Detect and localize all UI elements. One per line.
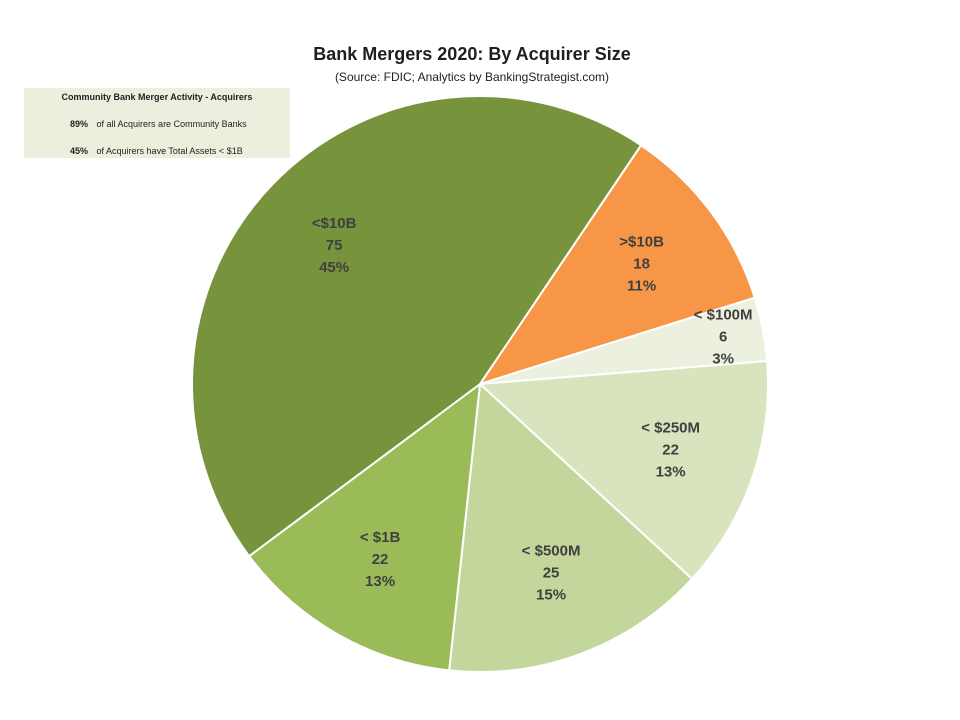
slice-percent-label: 15% xyxy=(536,587,566,604)
slice-value-label: 18 xyxy=(633,255,650,272)
info-box-line-community: 89% of all Acquirers are Community Banks xyxy=(70,119,336,129)
info-box-community-text: of all Acquirers are Community Banks xyxy=(96,119,247,129)
pie-slice-label: < $500M 25 15% xyxy=(522,543,581,604)
chart-subtitle: (Source: FDIC; Analytics by BankingStrat… xyxy=(334,70,610,84)
slice-category-label: < $1B xyxy=(360,529,401,546)
info-box-community-pct: 89% xyxy=(70,119,89,129)
info-box-line-assets: 45% of Acquirers have Total Assets < $1B xyxy=(70,146,336,156)
slice-percent-label: 11% xyxy=(627,277,656,294)
pie-slice-10b xyxy=(477,143,757,386)
pie-slice-label: >$10B 18 11% xyxy=(619,233,664,294)
info-box-assets-pct: 45% xyxy=(70,146,89,156)
pie-slice-10b xyxy=(191,95,643,558)
slice-percent-label: 45% xyxy=(319,259,349,276)
slice-value-label: 25 xyxy=(543,565,560,582)
slice-percent-label: 13% xyxy=(656,464,686,481)
pie-slice-label: < $250M 22 13% xyxy=(641,420,700,481)
chart-title: Bank Mergers 2020: By Acquirer Size xyxy=(313,44,631,64)
pie-slice-label: < $1B 22 13% xyxy=(360,529,401,590)
slice-category-label: < $100M xyxy=(694,307,753,324)
slice-category-label: <$10B xyxy=(312,215,357,232)
slice-value-label: 6 xyxy=(719,329,727,346)
info-box: Community Bank Merger Activity - Acquire… xyxy=(24,88,290,158)
slice-value-label: 75 xyxy=(326,237,343,254)
slice-category-label: < $500M xyxy=(522,543,581,560)
pie-slice-labels: >$10B 18 11% < $100M 6 3% < $250M 22 13% < $500M 2… xyxy=(312,215,753,604)
pie-slice-250m xyxy=(477,359,769,581)
slice-percent-label: 3% xyxy=(712,351,734,368)
slice-value-label: 22 xyxy=(662,442,679,459)
info-box-heading: Community Bank Merger Activity - Acquire… xyxy=(61,92,253,102)
slice-category-label: >$10B xyxy=(619,233,664,250)
slice-category-label: < $250M xyxy=(641,420,700,437)
pie-slice-label: < $100M 6 3% xyxy=(694,307,753,368)
pie-slice-label: <$10B 75 45% xyxy=(312,215,357,276)
pie-slice-500m xyxy=(448,381,694,673)
pie-slice-1b xyxy=(247,381,482,672)
slice-value-label: 22 xyxy=(372,551,389,568)
pie-slices xyxy=(191,95,769,673)
info-box-assets-text: of Acquirers have Total Assets < $1B xyxy=(96,146,243,156)
slice-percent-label: 13% xyxy=(365,573,395,590)
